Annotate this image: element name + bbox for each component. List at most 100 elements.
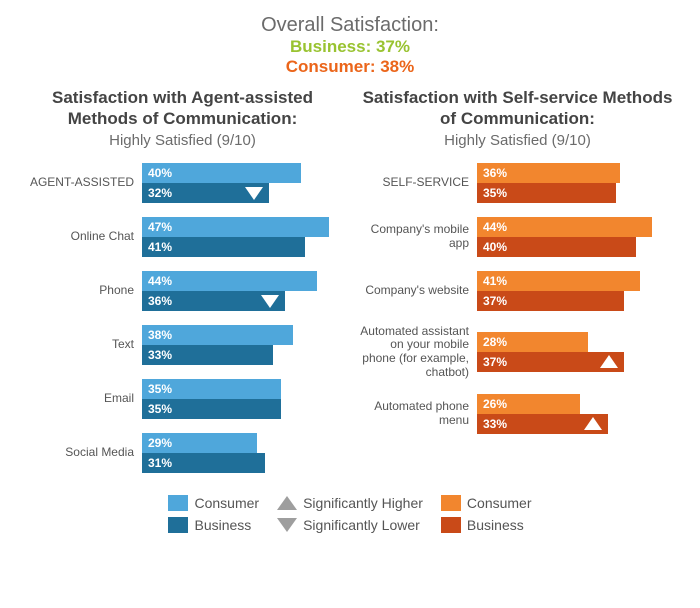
- business-bar: 35%: [477, 183, 616, 203]
- row-label: Company's website: [359, 284, 477, 298]
- chart-row: Company's website 41% 37%: [359, 271, 676, 311]
- right-chart-title: Satisfaction with Self-service Methods o…: [359, 87, 676, 130]
- triangle-up-icon: [277, 496, 297, 510]
- bars-group: 35%35%: [142, 379, 341, 419]
- consumer-bar: 35%: [142, 379, 281, 399]
- legend-left: Consumer Business: [168, 495, 259, 533]
- business-value: 37%: [483, 355, 507, 369]
- consumer-value: 28%: [483, 335, 507, 349]
- overall-business: Business: 37%: [0, 37, 700, 57]
- overall-consumer: Consumer: 38%: [0, 57, 700, 77]
- chart-row: Company's mobile app44%40%: [359, 217, 676, 257]
- legend-label: Significantly Lower: [303, 517, 420, 533]
- consumer-value: 44%: [483, 220, 507, 234]
- bars-group: 29%31%: [142, 433, 341, 473]
- consumer-value: 41%: [483, 274, 507, 288]
- legend-item: Significantly Lower: [277, 517, 423, 533]
- legend-label: Consumer: [194, 495, 259, 511]
- legend-swatch: [441, 517, 461, 533]
- legend-label: Business: [194, 517, 251, 533]
- chart-row: Automated assistant on your mobile phone…: [359, 325, 676, 380]
- business-bar: 32%: [142, 183, 269, 203]
- consumer-bar: 47%: [142, 217, 329, 237]
- sig-higher-icon: [584, 417, 602, 430]
- consumer-value: 35%: [148, 382, 172, 396]
- legend-label: Consumer: [467, 495, 532, 511]
- left-rows: AGENT-ASSISTED40%32%Online Chat47%41%Pho…: [24, 163, 341, 473]
- business-value: 36%: [148, 294, 172, 308]
- legend-swatch: [441, 495, 461, 511]
- bars-group: 44%40%: [477, 217, 676, 257]
- business-bar: 36%: [142, 291, 285, 311]
- chart-row: Text38%33%: [24, 325, 341, 365]
- consumer-value: 26%: [483, 397, 507, 411]
- row-label: Text: [24, 338, 142, 352]
- legend-label: Business: [467, 517, 524, 533]
- chart-row: Social Media29%31%: [24, 433, 341, 473]
- left-chart: Satisfaction with Agent-assisted Methods…: [24, 87, 341, 487]
- consumer-bar: 36%: [477, 163, 620, 183]
- right-rows: SELF-SERVICE36%35%Company's mobile app44…: [359, 163, 676, 434]
- consumer-value: 44%: [148, 274, 172, 288]
- business-value: 35%: [148, 402, 172, 416]
- chart-row: Email35%35%: [24, 379, 341, 419]
- consumer-value: 38%: [148, 328, 172, 342]
- legend-center: Significantly Higher Significantly Lower: [277, 495, 423, 533]
- consumer-bar: 28%: [477, 332, 588, 352]
- legend-swatch: [168, 495, 188, 511]
- legend-item: Business: [168, 517, 259, 533]
- row-label: Company's mobile app: [359, 223, 477, 251]
- business-value: 33%: [483, 417, 507, 431]
- consumer-value: 47%: [148, 220, 172, 234]
- bars-group: 28%37%: [477, 332, 676, 372]
- legend-item: Significantly Higher: [277, 495, 423, 511]
- business-bar: 37%: [477, 291, 624, 311]
- sig-lower-icon: [261, 295, 279, 308]
- chart-row: Phone44%36%: [24, 271, 341, 311]
- row-label: Email: [24, 392, 142, 406]
- business-value: 35%: [483, 186, 507, 200]
- bars-group: 26%33%: [477, 394, 676, 434]
- business-bar: 33%: [142, 345, 273, 365]
- business-bar: 31%: [142, 453, 265, 473]
- bars-group: 40%32%: [142, 163, 341, 203]
- consumer-value: 29%: [148, 436, 172, 450]
- chart-row: AGENT-ASSISTED40%32%: [24, 163, 341, 203]
- left-chart-title: Satisfaction with Agent-assisted Methods…: [24, 87, 341, 130]
- business-value: 37%: [483, 294, 507, 308]
- bars-group: 36%35%: [477, 163, 676, 203]
- row-label: AGENT-ASSISTED: [24, 176, 142, 190]
- business-bar: 33%: [477, 414, 608, 434]
- row-label: Social Media: [24, 446, 142, 460]
- consumer-bar: 29%: [142, 433, 257, 453]
- row-label: SELF-SERVICE: [359, 176, 477, 190]
- left-chart-sub: Highly Satisfied (9/10): [24, 132, 341, 149]
- bars-group: 47%41%: [142, 217, 341, 257]
- bars-group: 44%36%: [142, 271, 341, 311]
- consumer-bar: 41%: [477, 271, 640, 291]
- legend: ConsumerBusiness Significantly HigherSig…: [0, 487, 700, 533]
- business-bar: 35%: [142, 399, 281, 419]
- charts-container: Satisfaction with Agent-assisted Methods…: [0, 77, 700, 487]
- row-label: Phone: [24, 284, 142, 298]
- right-chart-sub: Highly Satisfied (9/10): [359, 132, 676, 149]
- consumer-bar: 26%: [477, 394, 580, 414]
- consumer-bar: 44%: [477, 217, 652, 237]
- business-value: 32%: [148, 186, 172, 200]
- bars-group: 38%33%: [142, 325, 341, 365]
- chart-row: Automated phone menu26%33%: [359, 394, 676, 434]
- right-chart: Satisfaction with Self-service Methods o…: [359, 87, 676, 487]
- consumer-value: 36%: [483, 166, 507, 180]
- row-label: Automated assistant on your mobile phone…: [359, 325, 477, 380]
- row-label: Online Chat: [24, 230, 142, 244]
- legend-right: Consumer Business: [441, 495, 532, 533]
- header: Overall Satisfaction: Business: 37% Cons…: [0, 0, 700, 77]
- overall-title: Overall Satisfaction:: [0, 14, 700, 37]
- consumer-bar: 40%: [142, 163, 301, 183]
- business-bar: 40%: [477, 237, 636, 257]
- triangle-down-icon: [277, 518, 297, 532]
- consumer-bar: 38%: [142, 325, 293, 345]
- business-bar: 37%: [477, 352, 624, 372]
- legend-item: Consumer: [168, 495, 259, 511]
- legend-item: Consumer: [441, 495, 532, 511]
